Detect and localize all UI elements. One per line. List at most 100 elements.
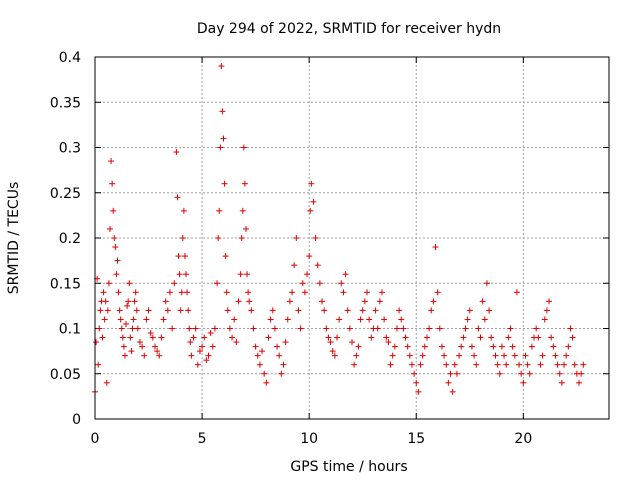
- data-point: [116, 307, 123, 314]
- data-point: [109, 180, 116, 187]
- data-point: [475, 325, 482, 332]
- y-tick-label: 0.35: [50, 95, 81, 111]
- data-point: [244, 271, 251, 278]
- data-point: [451, 361, 458, 368]
- data-point: [190, 334, 197, 341]
- data-point: [218, 63, 225, 70]
- data-point: [389, 352, 396, 359]
- data-point: [250, 325, 257, 332]
- data-point: [537, 361, 544, 368]
- data-point: [391, 343, 398, 350]
- data-point: [349, 339, 355, 346]
- data-point: [509, 343, 516, 350]
- data-point: [490, 343, 497, 350]
- data-point: [526, 370, 533, 377]
- data-point: [231, 316, 238, 323]
- data-point: [99, 334, 106, 341]
- data-point: [580, 361, 587, 368]
- data-point: [383, 334, 390, 341]
- data-point: [267, 316, 274, 323]
- data-point: [216, 207, 223, 214]
- data-point: [121, 352, 128, 359]
- data-point: [393, 325, 400, 332]
- data-point: [127, 334, 134, 341]
- data-point: [141, 352, 148, 359]
- data-point: [558, 379, 565, 386]
- data-point: [254, 352, 261, 359]
- data-point: [205, 352, 212, 359]
- y-tick-label: 0.4: [59, 50, 81, 66]
- axis-ticks: 0 0.05 0.1 0.15 0.2 0.25 0.3 0.35 0.4 0 5 10 15 20: [50, 50, 609, 447]
- data-point: [256, 361, 263, 368]
- data-point: [372, 307, 379, 314]
- data-point: [276, 352, 283, 359]
- data-point: [192, 325, 199, 332]
- data-point: [101, 316, 108, 323]
- data-point: [177, 307, 184, 314]
- data-point: [136, 339, 143, 346]
- data-point: [284, 316, 291, 323]
- data-point: [248, 307, 255, 314]
- data-point: [563, 352, 570, 359]
- data-point: [304, 271, 311, 278]
- data-point: [571, 361, 578, 368]
- data-point: [481, 316, 488, 323]
- data-point: [289, 289, 296, 296]
- data-point: [518, 370, 525, 377]
- y-tick-label: 0.1: [59, 322, 81, 338]
- data-point: [119, 334, 126, 341]
- y-tick-label: 0.25: [50, 186, 81, 202]
- data-point: [151, 343, 158, 350]
- data-point: [118, 325, 125, 332]
- data-point: [316, 280, 323, 287]
- data-point: [134, 325, 141, 332]
- data-point: [246, 298, 253, 305]
- data-point: [528, 343, 535, 350]
- data-point: [494, 361, 501, 368]
- data-point: [423, 334, 430, 341]
- data-point: [319, 298, 326, 305]
- data-point: [224, 307, 231, 314]
- data-point: [411, 370, 418, 377]
- data-point: [329, 348, 336, 355]
- data-point: [359, 307, 366, 314]
- data-point: [105, 280, 112, 287]
- data-point: [274, 343, 281, 350]
- data-point: [307, 207, 314, 214]
- data-point: [548, 334, 555, 341]
- data-point: [201, 334, 208, 341]
- data-point: [554, 361, 561, 368]
- data-point: [117, 316, 124, 323]
- data-point: [233, 339, 240, 346]
- data-point: [496, 370, 503, 377]
- data-point: [209, 343, 216, 350]
- data-point: [541, 316, 548, 323]
- data-point: [374, 325, 381, 332]
- data-point: [269, 307, 276, 314]
- data-point: [430, 298, 437, 305]
- data-point: [154, 348, 161, 355]
- data-point: [323, 325, 330, 332]
- x-tick-label: 20: [514, 431, 532, 447]
- data-point: [186, 325, 193, 332]
- data-point: [552, 352, 559, 359]
- data-point: [310, 198, 317, 205]
- data-point: [133, 307, 140, 314]
- data-point: [214, 280, 221, 287]
- data-point: [486, 307, 493, 314]
- data-point: [239, 207, 246, 214]
- data-point: [221, 180, 228, 187]
- y-axis-label: SRMTID / TECUs: [6, 182, 22, 295]
- data-point: [453, 370, 460, 377]
- plot-frame: [94, 56, 610, 420]
- data-point: [483, 280, 490, 287]
- data-point: [385, 339, 392, 346]
- data-point: [179, 235, 186, 241]
- data-point: [336, 316, 343, 323]
- data-point: [546, 298, 553, 305]
- data-point: [561, 361, 568, 368]
- data-point: [173, 149, 180, 156]
- data-point: [355, 343, 362, 350]
- data-point: [115, 289, 122, 296]
- data-point: [185, 307, 192, 314]
